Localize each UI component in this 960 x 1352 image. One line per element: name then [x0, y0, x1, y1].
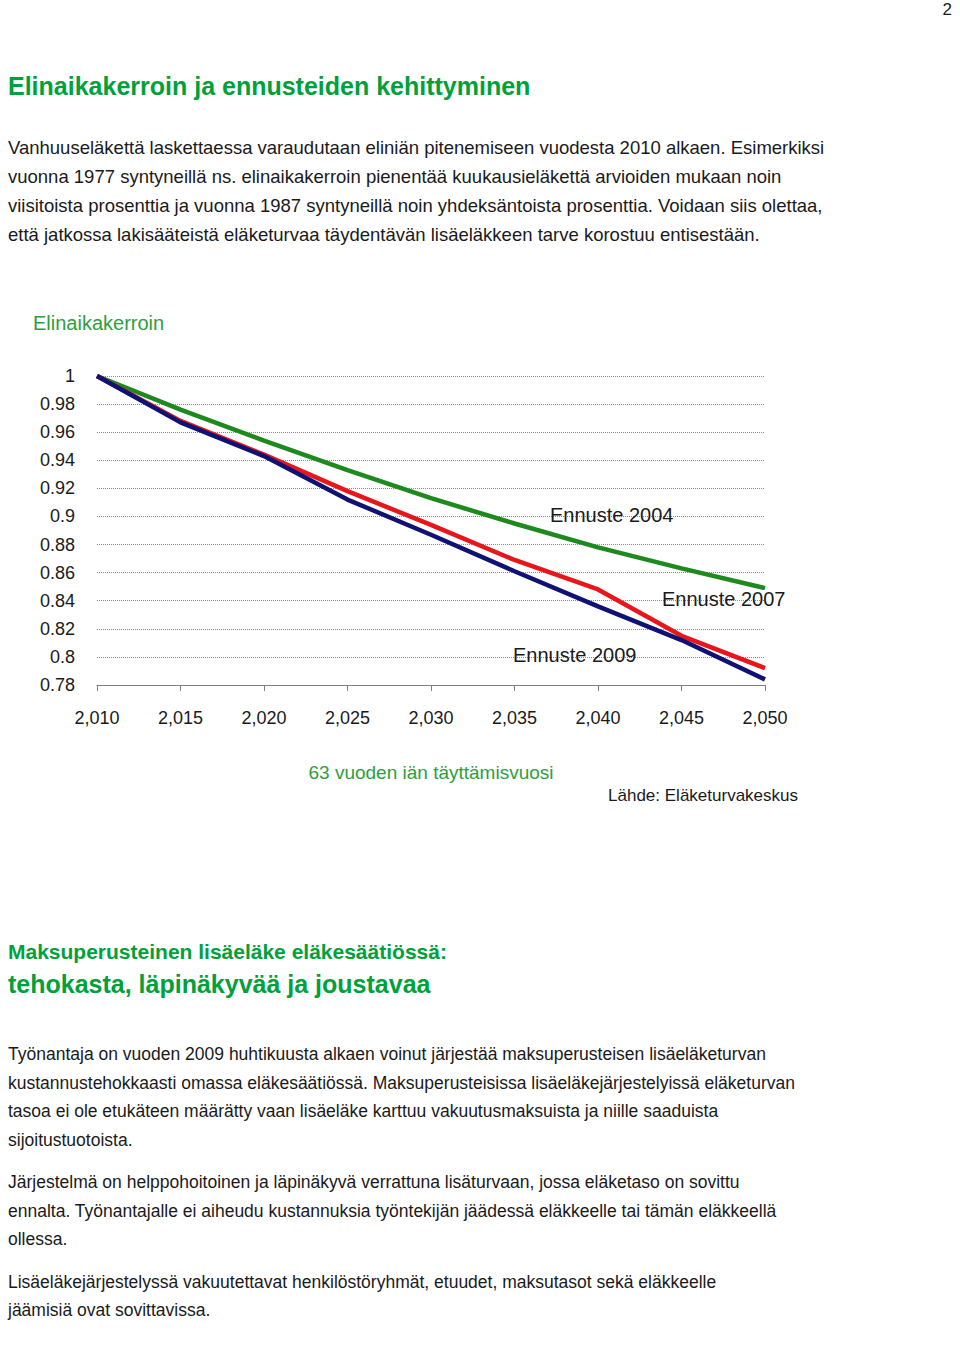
svg-text:2,045: 2,045	[659, 708, 704, 728]
html-text:viisitoista prosenttia ja vuon: viisitoista prosenttia ja vuonna 1987 sy…	[8, 195, 823, 216]
svg-text:Lähde: Eläketurvakeskus: Lähde: Eläketurvakeskus	[608, 786, 798, 805]
svg-text:0.92: 0.92	[40, 478, 75, 498]
html-text:sijoitustuotoista.: sijoitustuotoista.	[8, 1129, 133, 1150]
svg-text:Ennuste 2007: Ennuste 2007	[662, 588, 785, 610]
svg-text:2,040: 2,040	[575, 708, 620, 728]
svg-text:2,050: 2,050	[742, 708, 787, 728]
html-text:ennalta. Työnantajalle ei aihe: ennalta. Työnantajalle ei aiheudu kustan…	[8, 1200, 777, 1221]
svg-text:2,025: 2,025	[325, 708, 370, 728]
svg-text:0.82: 0.82	[40, 619, 75, 639]
html-text:2: 2	[942, 0, 952, 19]
svg-text:0.84: 0.84	[40, 591, 75, 611]
svg-text:0.8: 0.8	[50, 647, 75, 667]
svg-text:2,035: 2,035	[492, 708, 537, 728]
svg-text:1: 1	[65, 366, 75, 386]
html-text:vuonna 1977 syntyneillä ns. el: vuonna 1977 syntyneillä ns. elinaikakerr…	[8, 166, 782, 187]
html-text:Järjestelmä on helppohoitoinen: Järjestelmä on helppohoitoinen ja läpinä…	[8, 1172, 740, 1192]
html-text:Lisäeläkejärjestelyssä vakuute: Lisäeläkejärjestelyssä vakuutettavat hen…	[8, 1271, 717, 1292]
svg-text:0.96: 0.96	[40, 422, 75, 442]
svg-text:63 vuoden iän täyttämisvuosi: 63 vuoden iän täyttämisvuosi	[308, 762, 553, 783]
svg-text:0.9: 0.9	[50, 506, 75, 526]
svg-text:2,015: 2,015	[158, 708, 203, 728]
html-text:Maksuperusteinen lisäeläke elä: Maksuperusteinen lisäeläke eläkesäätiöss…	[8, 940, 447, 963]
svg-text:Ennuste 2004: Ennuste 2004	[550, 504, 673, 526]
html-text:jäämisiä ovat sovittavissa.: jäämisiä ovat sovittavissa.	[8, 1300, 211, 1320]
svg-text:0.86: 0.86	[40, 563, 75, 583]
html-text:tehokasta, läpinäkyvää ja jous: tehokasta, läpinäkyvää ja joustavaa	[8, 970, 431, 998]
html-text:Työnantaja on vuoden 2009 huht: Työnantaja on vuoden 2009 huhtikuusta al…	[8, 1044, 766, 1064]
html-text:ollessa.: ollessa.	[8, 1229, 68, 1249]
svg-text:2,020: 2,020	[241, 708, 286, 728]
html-text:Elinaikakerroin ja ennusteiden: Elinaikakerroin ja ennusteiden kehittymi…	[8, 72, 531, 100]
html-text:tasoa ei ole etukäteen määrätt: tasoa ei ole etukäteen määrätty vaan lis…	[8, 1101, 719, 1121]
svg-text:Elinaikakerroin: Elinaikakerroin	[33, 312, 164, 334]
svg-text:2,030: 2,030	[408, 708, 453, 728]
html-text:että jatkossa lakisääteistä el: että jatkossa lakisääteistä eläketurvaa …	[8, 224, 760, 245]
svg-text:0.78: 0.78	[40, 675, 75, 695]
svg-text:0.94: 0.94	[40, 450, 75, 470]
html-text:Vanhuuseläkettä laskettaessa v: Vanhuuseläkettä laskettaessa varaudutaan…	[8, 137, 825, 158]
svg-text:2,010: 2,010	[74, 708, 119, 728]
svg-text:0.88: 0.88	[40, 535, 75, 555]
html-text:kustannustehokkaasti omassa el: kustannustehokkaasti omassa eläkesäätiös…	[8, 1072, 795, 1093]
svg-text:0.98: 0.98	[40, 394, 75, 414]
svg-text:Ennuste 2009: Ennuste 2009	[513, 644, 636, 666]
